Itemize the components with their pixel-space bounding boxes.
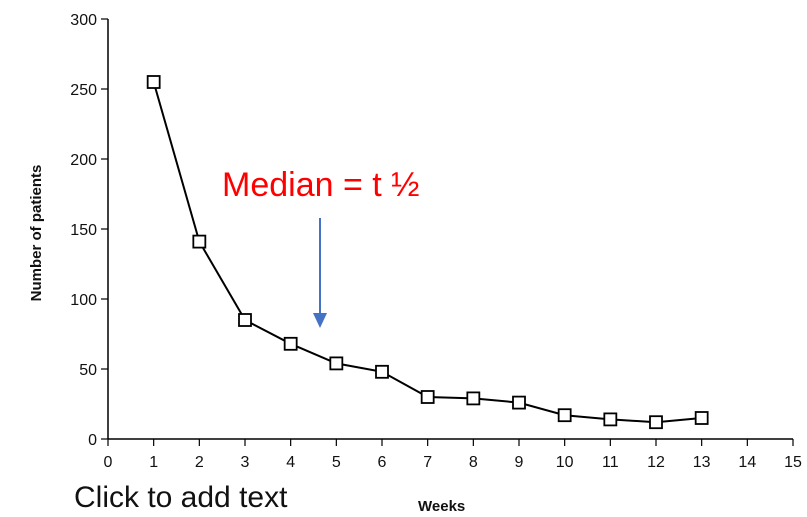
series-layer xyxy=(146,75,709,430)
data-point-marker xyxy=(512,395,526,410)
data-point-marker xyxy=(329,356,344,371)
y-tick-label: 100 xyxy=(70,292,97,309)
data-point-marker xyxy=(694,411,709,425)
data-point-marker xyxy=(466,391,481,406)
y-tick-label: 250 xyxy=(70,82,97,99)
data-point-marker xyxy=(146,75,161,89)
median-annotation-label: Median = t ½ xyxy=(222,166,420,204)
x-tick-label: 6 xyxy=(378,454,387,471)
annotation-layer: Median = t ½ xyxy=(222,166,420,328)
y-tick-label: 0 xyxy=(88,432,97,449)
data-point-marker xyxy=(603,412,618,427)
data-point-marker xyxy=(420,390,435,404)
y-tick-label: 300 xyxy=(70,12,97,29)
x-tick-label: 14 xyxy=(738,454,756,471)
series-line xyxy=(152,81,702,424)
x-tick-label: 7 xyxy=(423,454,432,471)
x-tick-label: 13 xyxy=(693,454,711,471)
x-tick-label: 10 xyxy=(556,454,574,471)
x-tick-label: 9 xyxy=(515,454,524,471)
axes xyxy=(107,19,793,440)
data-point-marker xyxy=(283,336,298,351)
x-tick-label: 11 xyxy=(602,454,619,471)
y-ticks: 0 50 100 150 200 250 300 xyxy=(70,12,108,449)
click-to-add-text-placeholder[interactable]: Click to add text xyxy=(74,481,288,514)
x-tick-label: 4 xyxy=(286,454,295,471)
data-point-marker xyxy=(375,364,389,379)
x-tick-label: 15 xyxy=(784,454,802,471)
x-tick-label: 12 xyxy=(647,454,665,471)
median-arrow-head xyxy=(313,313,327,328)
y-tick-label: 50 xyxy=(79,362,97,379)
y-axis-title: Number of patients xyxy=(28,165,45,302)
x-tick-label: 5 xyxy=(332,454,341,471)
x-tick-label: 0 xyxy=(104,454,113,471)
x-tick-label: 1 xyxy=(149,454,158,471)
x-tick-label: 3 xyxy=(241,454,250,471)
data-point-marker xyxy=(238,313,252,327)
y-tick-label: 200 xyxy=(70,152,97,169)
data-point-marker xyxy=(557,408,572,423)
y-tick-label: 150 xyxy=(70,222,97,239)
data-point-marker xyxy=(192,234,207,249)
x-tick-label: 2 xyxy=(195,454,204,471)
x-ticks: 0 1 2 3 4 5 6 7 8 9 10 11 12 13 14 15 xyxy=(104,439,802,471)
x-tick-label: 8 xyxy=(469,454,478,471)
x-axis-title: Weeks xyxy=(418,498,465,515)
data-point-marker xyxy=(649,415,663,430)
